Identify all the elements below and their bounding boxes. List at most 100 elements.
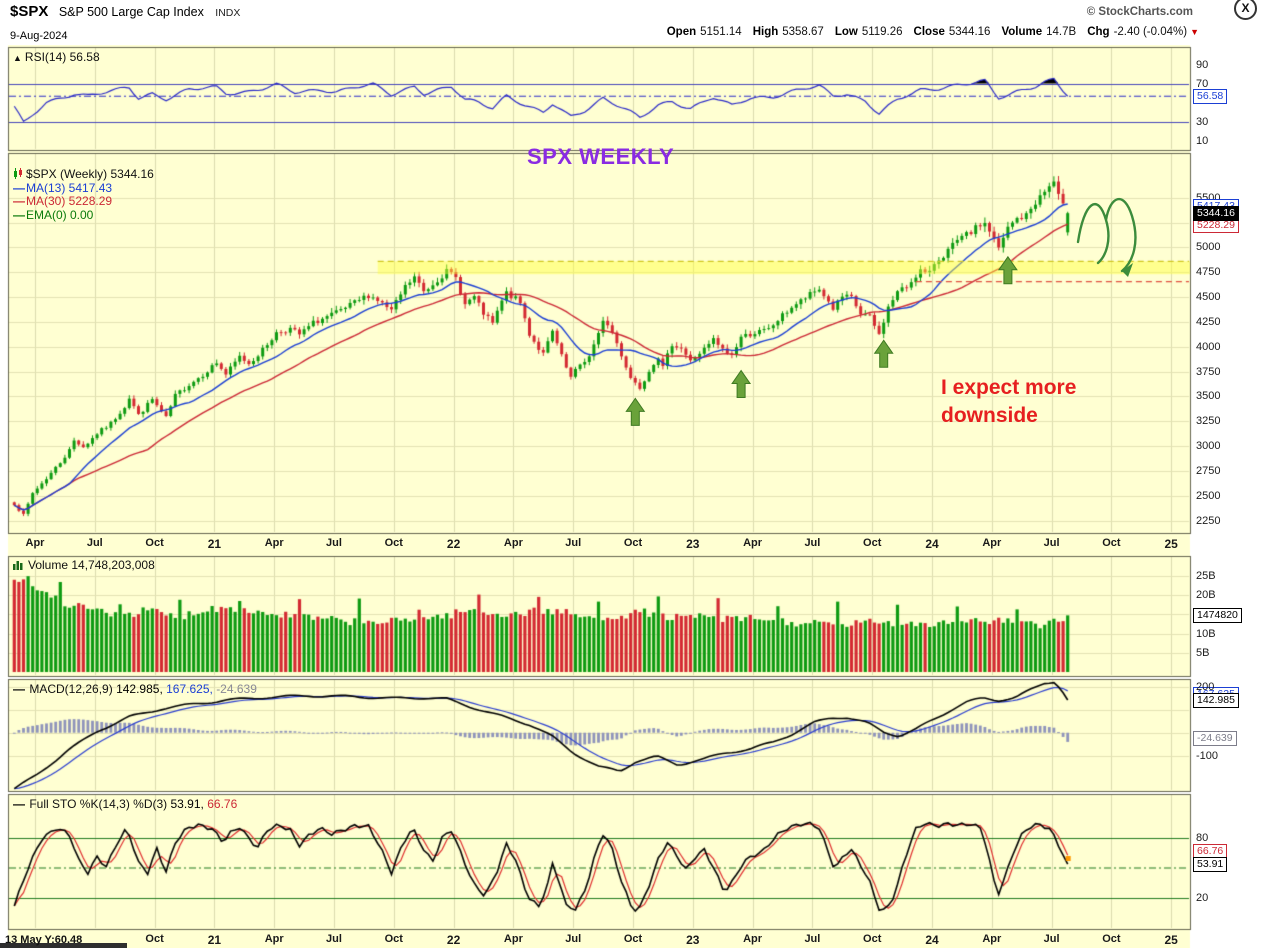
macd-hist-value: -24.639: [216, 682, 257, 696]
macd-value-box: 142.985: [1193, 693, 1239, 709]
x-axis-label: 21: [207, 537, 222, 551]
y-axis-tick-volume: 10B: [1196, 627, 1216, 640]
rsi-value-box: 56.58: [1193, 89, 1228, 105]
volume-legend: Volume 14,748,203,008: [13, 558, 155, 572]
header-quote-row: 9-Aug-2024 Open 5151.14 High 5358.67 Low 5119…: [10, 26, 1260, 43]
x-axis-label: Oct: [863, 933, 882, 945]
x-axis-label: 25: [1164, 933, 1178, 947]
quote-value: 5119.26: [861, 26, 903, 38]
chart-date: 9-Aug-2024: [10, 30, 68, 42]
x-axis-label: Oct: [623, 537, 643, 549]
macd-value: 142.985,: [116, 682, 163, 696]
y-axis-tick-price: 3500: [1196, 390, 1221, 403]
quote-value: -2.40 (-0.04%): [1113, 26, 1188, 38]
y-axis-tick-rsi: 70: [1196, 77, 1209, 90]
y-axis-tick-sto: 80: [1196, 832, 1209, 844]
symbol: $SPX: [10, 3, 49, 20]
x-axis-label: 24: [925, 933, 939, 947]
copyright: © StockCharts.com: [1086, 6, 1193, 18]
note-line2: downside: [941, 403, 1038, 427]
price-legend-main: $SPX (Weekly) 5344.16: [26, 167, 154, 181]
x-axis-label: 23: [686, 537, 700, 551]
sto-d-value: 66.76: [207, 797, 238, 811]
macd-signal-value: 167.625,: [166, 682, 213, 696]
x-axis-label: 22: [446, 933, 461, 947]
x-axis-label: Jul: [326, 933, 342, 945]
x-axis-label: Apr: [743, 537, 763, 549]
y-axis-tick-price: 3250: [1196, 415, 1221, 428]
candlestick-icon: [14, 168, 22, 179]
x-axis-label: Jul: [326, 537, 342, 549]
y-axis-tick-sto: 20: [1196, 892, 1209, 904]
x-axis-label: Apr: [25, 537, 45, 549]
y-axis-tick-volume: 25B: [1196, 570, 1216, 582]
volume-bars-icon: [13, 561, 23, 570]
index-name: S&P 500 Large Cap Index: [58, 5, 204, 19]
quote-label: Chg: [1087, 26, 1110, 38]
y-axis-tick-price: 3000: [1196, 440, 1221, 453]
y-axis-tick-macd: -100: [1196, 749, 1219, 762]
x-axis-label: Apr: [264, 933, 284, 945]
macd-histogram-box: -24.639: [1193, 731, 1237, 747]
quote-label: Volume: [1001, 26, 1043, 38]
y-axis-tick-rsi: 90: [1196, 58, 1209, 71]
quote-bar: Open 5151.14 High 5358.67 Low 5119.26 Close 534…: [656, 26, 1199, 38]
ema-line-icon: —: [13, 207, 25, 222]
x-axis-label: Apr: [503, 933, 523, 945]
ma30-legend: MA(30) 5228.29: [26, 194, 113, 208]
spx-weekly-annotation: SPX WEEKLY: [527, 144, 675, 169]
exchange-label: INDX: [215, 7, 241, 19]
bottom-left-label: 13 May Y:60.48: [5, 934, 83, 946]
quote-label: Low: [834, 26, 858, 38]
bottom-edge-bar: [0, 943, 127, 948]
y-axis-tick-macd: 200: [1196, 681, 1215, 693]
x-axis-label: Oct: [384, 537, 403, 549]
quote-value: 5358.67: [782, 26, 824, 38]
x-axis-label: Oct: [384, 933, 403, 945]
y-axis-tick-price: 4000: [1196, 340, 1221, 353]
y-axis-tick-price: 4750: [1196, 266, 1221, 279]
sto-d-box: 66.76: [1193, 844, 1228, 860]
y-axis-tick-rsi: 10: [1196, 134, 1209, 147]
ma13-legend: MA(13) 5417.43: [26, 180, 113, 195]
quote-label: Open: [666, 26, 697, 38]
y-axis-tick-rsi: 30: [1196, 115, 1209, 128]
rsi-triangle-icon: ▲: [13, 53, 22, 63]
header-title-row: $SPX S&P 500 Large Cap Index INDX © Stoc…: [10, 0, 1260, 23]
x-axis-label: Jul: [1043, 933, 1060, 945]
chart-header: $SPX S&P 500 Large Cap Index INDX © Stoc…: [0, 0, 1263, 45]
x-axis-label: 25: [1164, 537, 1178, 551]
macd-legend: — MACD(12,26,9) 142.985, 167.625, -24.63…: [13, 682, 257, 696]
x-axis-label: Apr: [743, 933, 763, 945]
rsi-legend-label: RSI(14) 56.58: [24, 50, 100, 64]
close-icon[interactable]: X: [1234, 0, 1257, 20]
y-axis-tick-volume: 5B: [1196, 646, 1210, 659]
x-axis-label: Oct: [145, 933, 164, 945]
y-axis-tick-price: 2750: [1196, 464, 1221, 477]
y-axis-tick-price: 4500: [1196, 291, 1221, 304]
x-axis-top: Apr Jul Oct 21 Apr Jul Oct 22 Apr Jul Oct 23 Apr Jul O…: [0, 537, 1263, 552]
sto-legend: — Full STO %K(14,3) %D(3) 53.91, 66.76: [13, 797, 237, 811]
quote-label: Close: [913, 26, 945, 38]
quote-value: 5344.16: [948, 26, 991, 38]
macd-line-icon: —: [13, 682, 25, 696]
quote-value: 14.7B: [1046, 26, 1077, 38]
volume-value-box: 1474820: [1193, 608, 1242, 624]
x-axis-label: 22: [446, 537, 461, 551]
y-axis-tick-price: 2250: [1196, 514, 1221, 527]
macd-legend-name: MACD(12,26,9): [29, 682, 113, 696]
volume-legend-label: Volume 14,748,203,008: [28, 558, 155, 572]
y-axis-tick-price: 5000: [1196, 241, 1221, 254]
x-axis-label: 23: [686, 933, 700, 947]
note-line1: I expect more: [941, 376, 1077, 399]
change-down-triangle-icon[interactable]: ▼: [1190, 27, 1199, 37]
price-legend: $SPX (Weekly) 5344.16 —MA(13) 5417.43 —M…: [13, 167, 154, 222]
y-axis-tick-volume: 20B: [1196, 589, 1216, 602]
y-axis-tick-price: 2500: [1196, 489, 1221, 502]
x-axis-label: Oct: [623, 933, 643, 945]
quote-label: High: [752, 26, 779, 38]
sto-legend-name: Full STO %K(14,3) %D(3): [29, 797, 168, 811]
x-axis-label: 24: [925, 537, 939, 551]
